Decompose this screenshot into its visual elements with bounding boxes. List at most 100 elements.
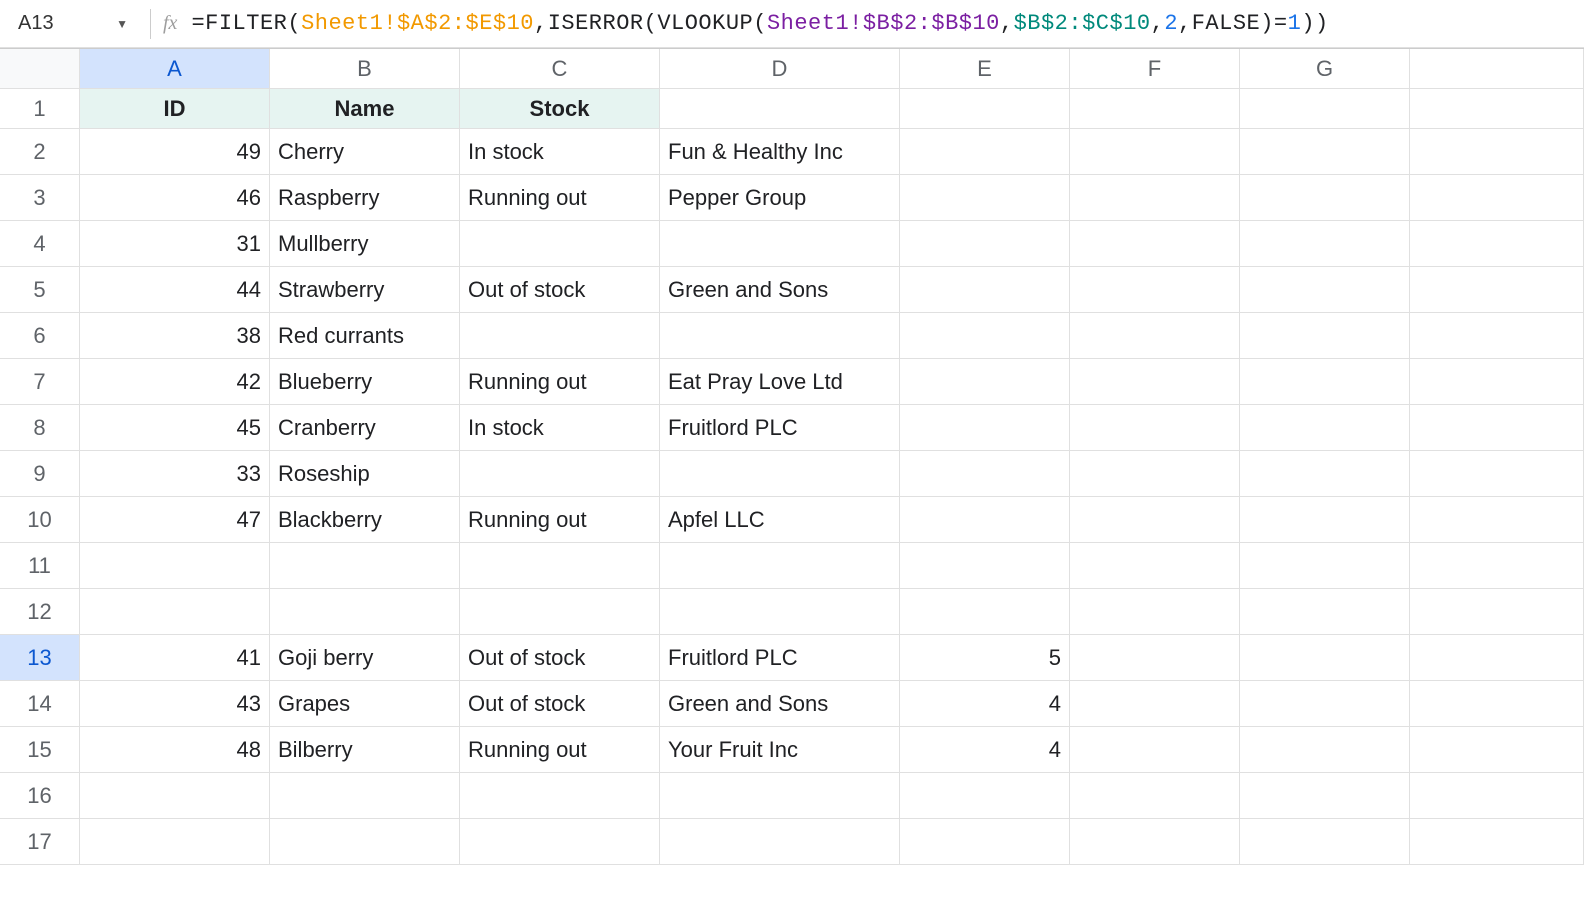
cell[interactable]: 31 (80, 221, 270, 267)
table-header-cell[interactable]: Stock (460, 89, 660, 129)
cell[interactable] (1070, 359, 1240, 405)
cell[interactable]: 47 (80, 497, 270, 543)
cell[interactable] (270, 543, 460, 589)
cell[interactable] (460, 773, 660, 819)
cell[interactable] (900, 129, 1070, 175)
cell[interactable] (1410, 359, 1584, 405)
cell[interactable] (660, 773, 900, 819)
cell[interactable] (1240, 359, 1410, 405)
cell[interactable]: Pepper Group (660, 175, 900, 221)
cell[interactable]: In stock (460, 129, 660, 175)
cell[interactable] (1240, 267, 1410, 313)
column-header-F[interactable]: F (1070, 49, 1240, 89)
cell[interactable] (1410, 129, 1584, 175)
cell[interactable]: Green and Sons (660, 267, 900, 313)
cell[interactable] (1410, 313, 1584, 359)
cell[interactable] (660, 543, 900, 589)
cell[interactable]: Running out (460, 175, 660, 221)
name-box[interactable]: A13 ▼ (8, 6, 138, 42)
table-header-cell[interactable] (1070, 89, 1240, 129)
cell[interactable] (1070, 405, 1240, 451)
cell[interactable]: Goji berry (270, 635, 460, 681)
cell[interactable] (1240, 221, 1410, 267)
cell[interactable] (80, 773, 270, 819)
cell[interactable] (80, 589, 270, 635)
cell[interactable] (1070, 819, 1240, 865)
row-header-14[interactable]: 14 (0, 681, 80, 727)
row-header-8[interactable]: 8 (0, 405, 80, 451)
cell[interactable]: Roseship (270, 451, 460, 497)
column-header-extra[interactable] (1410, 49, 1584, 89)
cell[interactable] (900, 497, 1070, 543)
cell[interactable] (660, 589, 900, 635)
cell[interactable]: Cranberry (270, 405, 460, 451)
cell[interactable] (1240, 129, 1410, 175)
cell[interactable]: 38 (80, 313, 270, 359)
cell[interactable]: Apfel LLC (660, 497, 900, 543)
cell[interactable] (1240, 819, 1410, 865)
row-header-7[interactable]: 7 (0, 359, 80, 405)
cell[interactable] (1410, 497, 1584, 543)
cell[interactable] (1410, 589, 1584, 635)
table-header-cell[interactable]: Name (270, 89, 460, 129)
cell[interactable]: Green and Sons (660, 681, 900, 727)
row-header-13[interactable]: 13 (0, 635, 80, 681)
row-header-10[interactable]: 10 (0, 497, 80, 543)
cell[interactable] (900, 221, 1070, 267)
cell[interactable]: Out of stock (460, 635, 660, 681)
cell[interactable]: Grapes (270, 681, 460, 727)
cell[interactable]: 41 (80, 635, 270, 681)
cell[interactable]: Blackberry (270, 497, 460, 543)
cell[interactable]: Strawberry (270, 267, 460, 313)
cell[interactable] (1070, 589, 1240, 635)
cell[interactable] (900, 543, 1070, 589)
cell[interactable] (1240, 497, 1410, 543)
row-header-16[interactable]: 16 (0, 773, 80, 819)
row-header-4[interactable]: 4 (0, 221, 80, 267)
cell[interactable] (270, 773, 460, 819)
cell[interactable]: Fun & Healthy Inc (660, 129, 900, 175)
column-header-C[interactable]: C (460, 49, 660, 89)
cell[interactable] (1070, 543, 1240, 589)
cell[interactable] (460, 589, 660, 635)
cell[interactable]: 43 (80, 681, 270, 727)
cell[interactable] (1240, 589, 1410, 635)
cell[interactable] (1240, 175, 1410, 221)
row-header-6[interactable]: 6 (0, 313, 80, 359)
cell[interactable]: 46 (80, 175, 270, 221)
table-header-cell[interactable] (1410, 89, 1584, 129)
row-header-5[interactable]: 5 (0, 267, 80, 313)
cell[interactable] (1240, 773, 1410, 819)
cell[interactable] (460, 543, 660, 589)
cell[interactable]: In stock (460, 405, 660, 451)
cell[interactable]: Cherry (270, 129, 460, 175)
cell[interactable] (1070, 497, 1240, 543)
column-header-D[interactable]: D (660, 49, 900, 89)
cell[interactable]: 42 (80, 359, 270, 405)
column-header-E[interactable]: E (900, 49, 1070, 89)
cell[interactable] (660, 451, 900, 497)
cell[interactable]: 44 (80, 267, 270, 313)
row-header-15[interactable]: 15 (0, 727, 80, 773)
table-header-cell[interactable] (660, 89, 900, 129)
cell[interactable] (1410, 221, 1584, 267)
cell[interactable] (1410, 451, 1584, 497)
cell[interactable] (1410, 405, 1584, 451)
cell[interactable] (460, 221, 660, 267)
row-header-9[interactable]: 9 (0, 451, 80, 497)
cell[interactable]: Raspberry (270, 175, 460, 221)
cell[interactable] (460, 451, 660, 497)
name-box-dropdown-icon[interactable]: ▼ (116, 17, 128, 31)
select-all-corner[interactable] (0, 49, 80, 89)
spreadsheet-grid[interactable]: ABCDEFG1IDNameStock249CherryIn stockFun … (0, 48, 1584, 898)
cell[interactable] (1070, 129, 1240, 175)
cell[interactable] (900, 267, 1070, 313)
cell[interactable]: Fruitlord PLC (660, 405, 900, 451)
cell[interactable] (900, 819, 1070, 865)
cell[interactable]: Running out (460, 359, 660, 405)
cell[interactable] (660, 313, 900, 359)
cell[interactable] (1240, 681, 1410, 727)
cell[interactable]: Bilberry (270, 727, 460, 773)
cell[interactable] (660, 819, 900, 865)
table-header-cell[interactable] (1240, 89, 1410, 129)
